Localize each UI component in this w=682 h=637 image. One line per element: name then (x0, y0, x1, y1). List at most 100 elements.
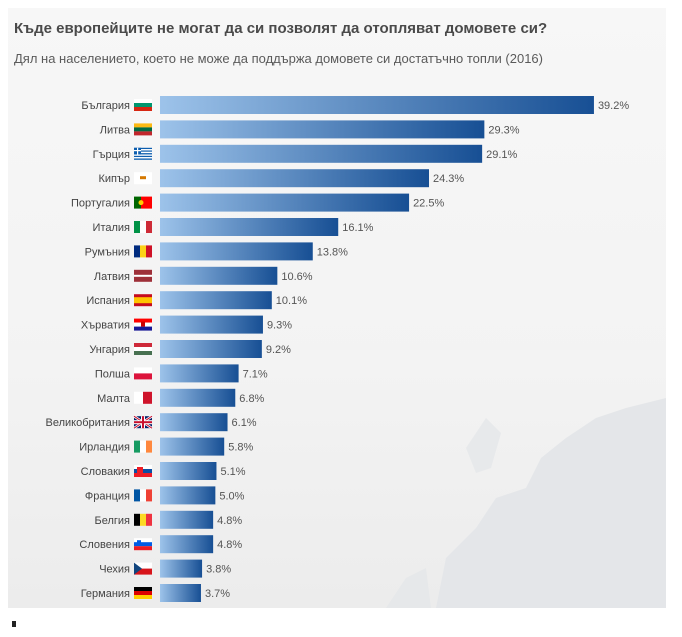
value-label: 3.8% (206, 564, 231, 576)
uk-flag-icon (133, 415, 153, 430)
value-label: 9.2% (266, 344, 291, 356)
value-label: 3.7% (205, 588, 230, 600)
value-label: 5.1% (220, 466, 245, 478)
category-label: Великобритания (46, 417, 131, 429)
lithuania-flag-icon (134, 123, 152, 136)
bar-row: Румъния 13.8% (85, 242, 348, 261)
bar (160, 486, 216, 505)
category-label: Белгия (94, 515, 130, 527)
value-label: 10.6% (281, 271, 312, 283)
bar-row: Италия 16.1% (93, 218, 374, 236)
hungary-flag-icon (134, 343, 152, 355)
value-label: 7.1% (243, 368, 268, 380)
category-label: Унгария (89, 344, 130, 356)
bar (160, 510, 214, 529)
value-label: 16.1% (342, 222, 373, 234)
bar (160, 144, 483, 163)
value-label: 6.8% (239, 393, 264, 405)
belgium-flag-icon (134, 513, 152, 526)
category-label: Италия (93, 222, 131, 234)
bar-chart: България 39.2% Литва 29.3% Гърция 29.1% Кипър 2… (46, 96, 629, 602)
chart-title: Къде европейците не могат да си позволят… (14, 20, 548, 37)
bar-row: Латвия 10.6% (94, 266, 313, 285)
bar-row: Словакия 5.1% (81, 462, 246, 480)
bar (160, 413, 228, 432)
value-label: 9.3% (267, 320, 292, 332)
bar (160, 291, 272, 310)
category-label: Германия (81, 588, 130, 600)
bar (160, 315, 263, 334)
bar-row: Белгия 4.8% (94, 510, 242, 529)
slovenia-flag-icon (134, 538, 152, 551)
value-label: 29.3% (488, 124, 519, 136)
france-flag-icon (134, 489, 152, 502)
category-label: Хърватия (81, 320, 130, 332)
bar-row: Португалия 22.5% (71, 193, 444, 212)
bar (160, 218, 339, 236)
bar (160, 364, 239, 383)
bar (160, 462, 217, 480)
bar-row: България 39.2% (81, 96, 629, 114)
bar (160, 437, 225, 456)
value-label: 6.1% (232, 417, 257, 429)
czechia-flag-icon (134, 562, 152, 575)
slovakia-flag-icon (134, 465, 152, 477)
category-label: Испания (86, 295, 130, 307)
romania-flag-icon (134, 245, 152, 258)
bar-row: Словения 4.8% (79, 535, 242, 554)
bar-row: Малта 6.8% (97, 388, 265, 407)
bulgaria-flag-icon (134, 99, 152, 111)
value-label: 24.3% (433, 173, 464, 185)
ireland-flag-icon (134, 440, 152, 453)
bar-row: Франция 5.0% (85, 486, 245, 505)
bar-row: Испания 10.1% (86, 291, 307, 310)
category-label: Чехия (99, 564, 130, 576)
value-label: 39.2% (598, 100, 629, 112)
value-label: 4.8% (217, 515, 242, 527)
greece-flag-icon (134, 147, 152, 160)
cyprus-flag-icon (134, 172, 152, 185)
poland-flag-icon (134, 367, 152, 380)
bar (160, 242, 313, 261)
category-label: България (81, 100, 130, 112)
bar-row: Хърватия 9.3% (81, 315, 292, 334)
value-label: 4.8% (217, 539, 242, 551)
latvia-flag-icon (134, 269, 152, 282)
value-label: 29.1% (486, 149, 517, 161)
bar (160, 193, 410, 212)
category-label: Португалия (71, 198, 130, 210)
bar (160, 266, 278, 285)
bar (160, 388, 236, 407)
bar-row: Полша 7.1% (95, 364, 268, 383)
category-label: Гърция (93, 149, 130, 161)
value-label: 22.5% (413, 198, 444, 210)
bar (160, 584, 201, 602)
category-label: Словения (79, 539, 130, 551)
category-label: Литва (100, 124, 131, 136)
croatia-flag-icon (134, 318, 152, 331)
bar (160, 120, 485, 139)
bar (160, 96, 594, 114)
bar (160, 340, 262, 358)
malta-flag-icon (134, 391, 152, 404)
bar-row: Литва 29.3% (100, 120, 520, 139)
category-label: Латвия (94, 271, 130, 283)
spain-flag-icon (134, 294, 152, 307)
bar-row: Кипър 24.3% (98, 169, 464, 188)
value-label: 13.8% (317, 246, 348, 258)
germany-flag-icon (134, 587, 152, 599)
bar-row: Чехия 3.8% (99, 559, 231, 578)
value-label: 10.1% (276, 295, 307, 307)
italy-flag-icon (134, 221, 152, 233)
value-label: 5.8% (228, 442, 253, 454)
bar-row: Великобритания 6.1% (46, 413, 257, 432)
bar-row: Ирландия 5.8% (79, 437, 253, 456)
category-label: Малта (97, 393, 131, 405)
category-label: Кипър (98, 173, 130, 185)
category-label: Словакия (81, 466, 130, 478)
category-label: Полша (95, 368, 131, 380)
category-label: Румъния (85, 246, 130, 258)
bar-row: Германия 3.7% (81, 584, 230, 602)
bar (160, 559, 203, 578)
category-label: Ирландия (79, 442, 130, 454)
